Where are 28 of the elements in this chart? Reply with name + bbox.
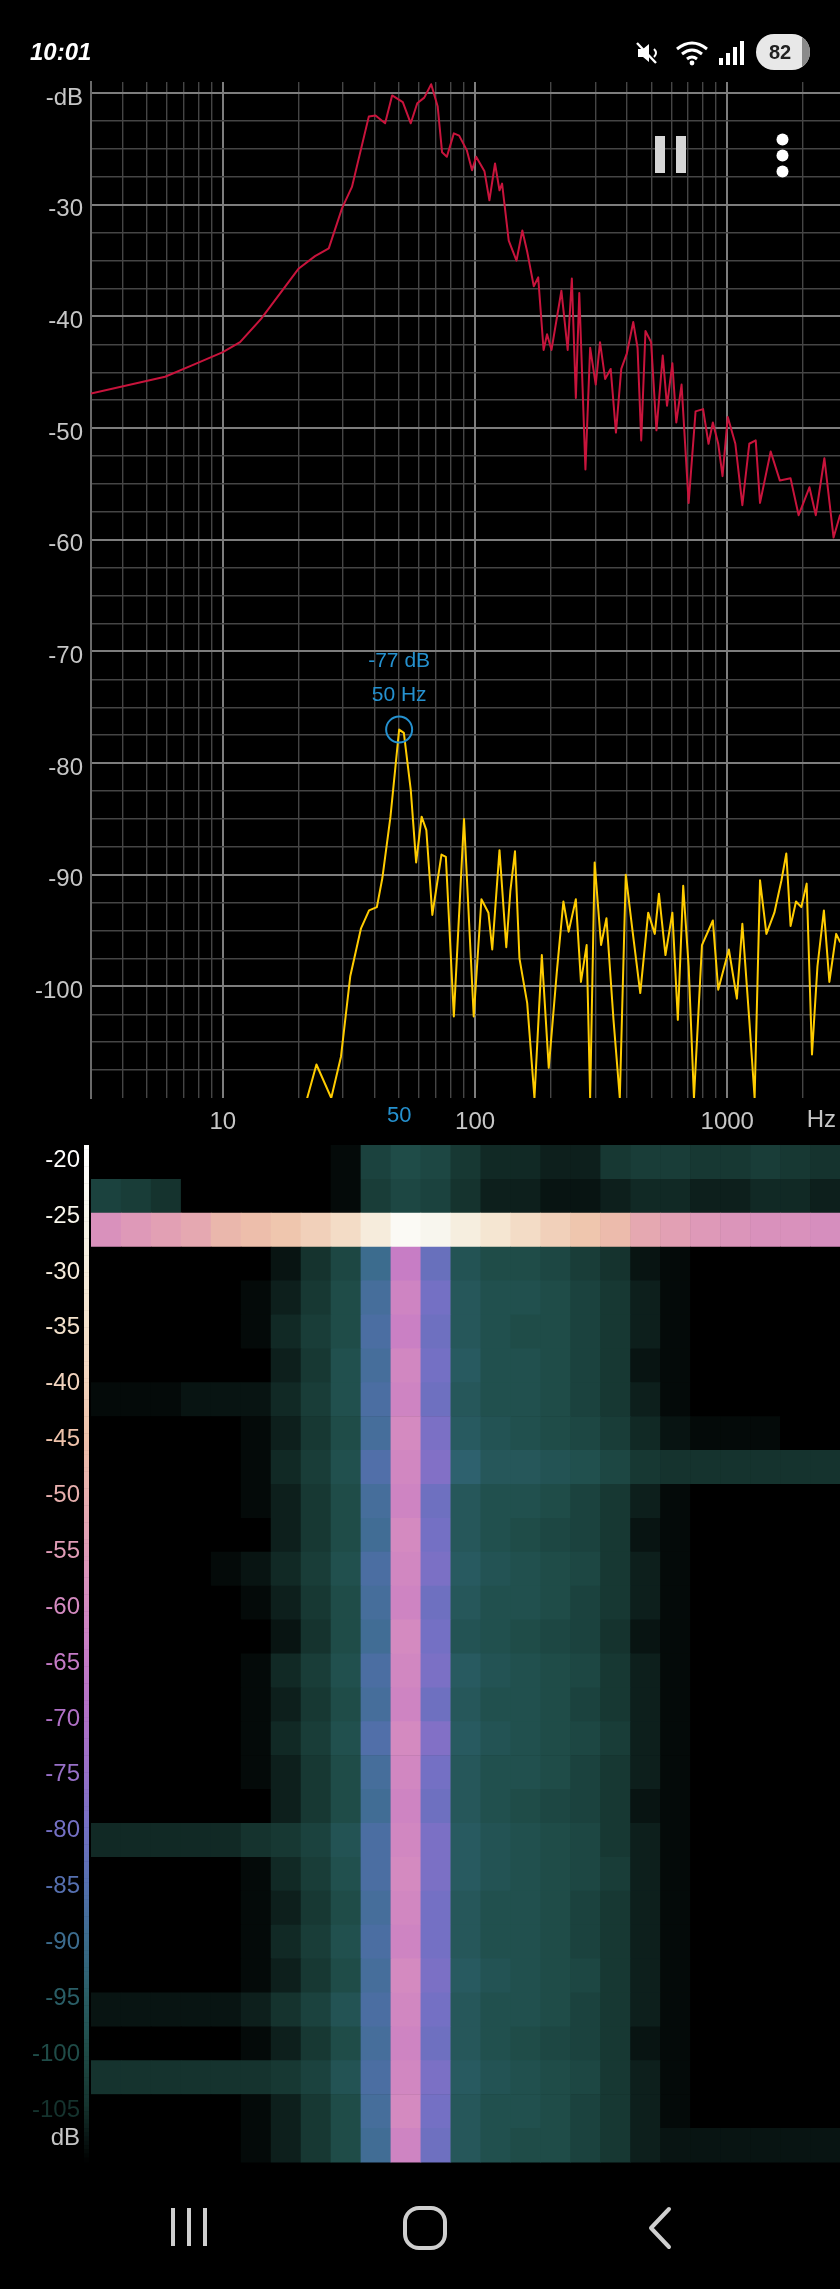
color-bar-label: -65 xyxy=(45,1647,80,1675)
x-tick-label: 100 xyxy=(455,1107,496,1135)
color-bar-label: -25 xyxy=(45,1200,80,1228)
color-bar-label: -55 xyxy=(45,1535,80,1563)
x-tick-label: 1000 xyxy=(700,1107,754,1135)
annotation: -77 dB xyxy=(368,648,431,672)
color-bar-label: -95 xyxy=(45,1982,80,2010)
y-tick-label: -30 xyxy=(48,194,83,222)
y-tick-label: -40 xyxy=(48,306,83,334)
color-bar-label: -85 xyxy=(45,1871,80,1899)
text: 50 xyxy=(386,1102,412,1128)
color-bar-label: -35 xyxy=(45,1312,80,1340)
text: 10:01 xyxy=(30,38,92,66)
battery-icon: 82 xyxy=(756,34,810,70)
y-tick-label: -90 xyxy=(48,864,83,892)
y-tick-label: -100 xyxy=(34,975,83,1003)
x-axis-title: Hz xyxy=(806,1104,836,1132)
y-tick-label: -50 xyxy=(48,417,83,445)
color-bar-title: dB xyxy=(50,2122,80,2150)
color-bar-label: -75 xyxy=(45,1759,80,1787)
y-tick-label: -80 xyxy=(48,752,83,780)
annotation: 50 Hz xyxy=(371,682,427,706)
y-tick-label: -dB xyxy=(45,82,83,110)
color-bar-label: -20 xyxy=(45,1144,80,1172)
color-bar-label: -45 xyxy=(45,1424,80,1452)
y-tick-label: -60 xyxy=(48,529,83,557)
y-tick-label: -70 xyxy=(48,641,83,669)
x-tick-label: 10 xyxy=(209,1107,237,1135)
